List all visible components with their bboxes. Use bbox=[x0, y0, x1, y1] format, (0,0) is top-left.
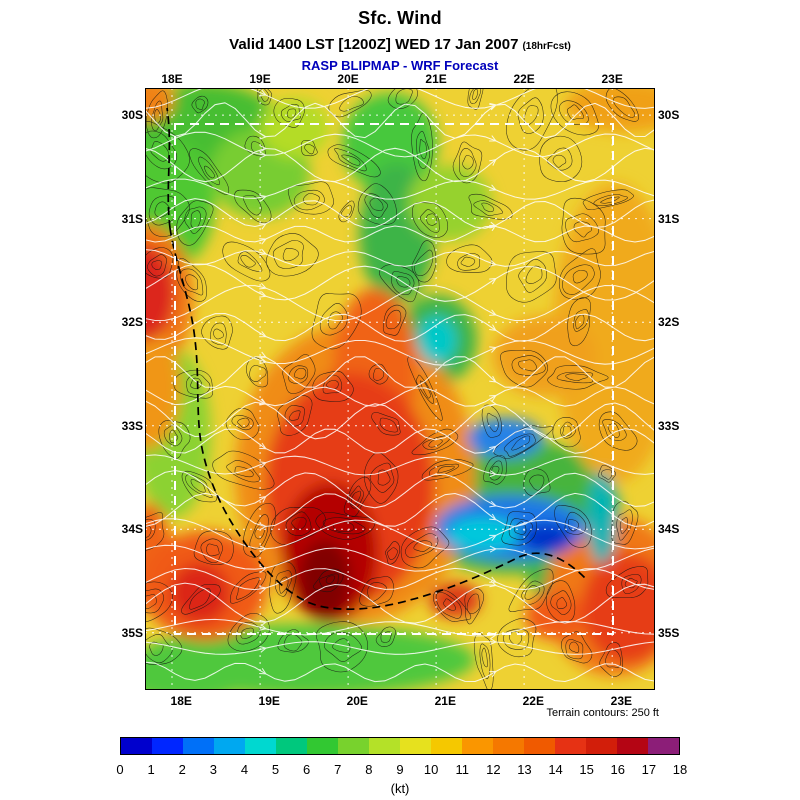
colorbar-tick-14: 14 bbox=[548, 762, 563, 777]
colorbar-cell-0 bbox=[121, 738, 152, 754]
colorbar-tick-11: 11 bbox=[455, 762, 469, 777]
valid-time-line: Valid 1400 LST [1200Z] WED 17 Jan 2007 (1… bbox=[0, 36, 800, 53]
lat-tick-left-32S: 32S bbox=[121, 315, 143, 330]
lon-tick-bottom-22E: 22E bbox=[522, 694, 544, 708]
terrain-contours-note: Terrain contours: 250 ft bbox=[546, 707, 659, 719]
colorbar-tick-18: 18 bbox=[672, 762, 688, 777]
colorbar-tick-6: 6 bbox=[303, 762, 311, 777]
lat-tick-right-32S: 32S bbox=[658, 315, 680, 330]
lon-tick-top-19E: 19E bbox=[249, 72, 271, 86]
colorbar-cell-17 bbox=[648, 738, 679, 754]
colorbar-tick-5: 5 bbox=[271, 762, 280, 777]
colorbar-tick-7: 7 bbox=[334, 762, 342, 777]
forecast-hour-note: (18hrFcst) bbox=[522, 41, 571, 52]
colorbar-cell-6 bbox=[307, 738, 338, 754]
lat-tick-left-31S: 31S bbox=[121, 211, 143, 226]
lat-tick-left-34S: 34S bbox=[121, 522, 143, 537]
colorbar-cell-11 bbox=[462, 738, 493, 754]
colorbar-tick-12: 12 bbox=[486, 762, 501, 777]
valid-time-text: Valid 1400 LST [1200Z] WED 17 Jan 2007 bbox=[229, 36, 519, 53]
colorbar-cell-4 bbox=[245, 738, 276, 754]
map-border bbox=[145, 88, 655, 690]
colorbar-cell-13 bbox=[524, 738, 555, 754]
lon-tick-top-21E: 21E bbox=[425, 72, 447, 86]
lon-tick-top-22E: 22E bbox=[513, 72, 535, 86]
colorbar-cell-15 bbox=[586, 738, 617, 754]
lon-tick-top-23E: 23E bbox=[601, 72, 623, 86]
lat-lon-gridlines bbox=[145, 88, 655, 690]
lat-tick-right-33S: 33S bbox=[658, 418, 680, 433]
lat-tick-right-34S: 34S bbox=[658, 522, 680, 537]
colorbar-cell-9 bbox=[400, 738, 431, 754]
colorbar-tick-9: 9 bbox=[396, 762, 404, 777]
wind-streamlines bbox=[145, 88, 655, 683]
lon-tick-top-18E: 18E bbox=[161, 72, 183, 86]
colorbar-tick-1: 1 bbox=[147, 762, 155, 777]
colorbar-tick-16: 16 bbox=[610, 762, 625, 777]
terrain-contour-lines bbox=[145, 88, 649, 690]
colorbar-tick-10: 10 bbox=[423, 762, 439, 777]
nest-boundary-dashed bbox=[174, 123, 614, 635]
colorbar-tick-3: 3 bbox=[209, 762, 217, 777]
colorbar-cell-2 bbox=[183, 738, 214, 754]
wind-speed-colorbar bbox=[120, 737, 680, 755]
page-title: Sfc. Wind bbox=[358, 8, 442, 28]
colorbar-cell-7 bbox=[338, 738, 369, 754]
colorbar-tick-17: 17 bbox=[641, 762, 657, 777]
header: Sfc. Wind Valid 1400 LST [1200Z] WED 17 … bbox=[0, 8, 800, 73]
colorbar-tick-15: 15 bbox=[579, 762, 594, 777]
colorbar-cell-16 bbox=[617, 738, 648, 754]
lon-tick-bottom-19E: 19E bbox=[258, 694, 280, 708]
colorbar-cell-12 bbox=[493, 738, 524, 754]
colorbar-cell-10 bbox=[431, 738, 462, 754]
colorbar-tick-0: 0 bbox=[116, 762, 124, 777]
lat-tick-right-35S: 35S bbox=[658, 625, 680, 640]
colorbar-cell-1 bbox=[152, 738, 183, 754]
colorbar-tick-labels: 0 1 2 3 4 5 6 7 8 9 10 11 12 13 14 15 16 17 18 bbox=[116, 762, 687, 778]
lon-tick-bottom-21E: 21E bbox=[434, 694, 456, 708]
lon-tick-bottom-23E: 23E bbox=[610, 694, 633, 708]
colorbar-tick-13: 13 bbox=[517, 762, 532, 777]
lon-tick-top-20E: 20E bbox=[337, 72, 359, 86]
wind-speed-map-image bbox=[145, 88, 655, 690]
colorbar-unit: (kt) bbox=[390, 781, 410, 796]
colorbar-cell-8 bbox=[369, 738, 400, 754]
colorbar-cell-14 bbox=[555, 738, 586, 754]
colorbar-tick-4: 4 bbox=[240, 762, 249, 777]
colorbar-tick-2: 2 bbox=[178, 762, 186, 777]
lat-tick-left-33S: 33S bbox=[121, 418, 143, 433]
coastline-dashed bbox=[166, 107, 586, 610]
colorbar-tick-8: 8 bbox=[365, 762, 373, 777]
lon-tick-bottom-18E: 18E bbox=[170, 694, 192, 708]
lat-tick-left-30S: 30S bbox=[121, 108, 143, 123]
lat-tick-right-31S: 31S bbox=[658, 211, 680, 226]
map-area: Terrain contours: 250 ft 18E 18E 19E 19E 20E… bbox=[122, 72, 680, 719]
model-name: RASP BLIPMAP - WRF Forecast bbox=[301, 58, 499, 73]
colorbar-cell-3 bbox=[214, 738, 245, 754]
lat-tick-left-35S: 35S bbox=[121, 625, 143, 640]
colorbar-cell-5 bbox=[276, 738, 307, 754]
lat-tick-right-30S: 30S bbox=[658, 108, 680, 123]
lon-tick-bottom-20E: 20E bbox=[346, 694, 368, 708]
